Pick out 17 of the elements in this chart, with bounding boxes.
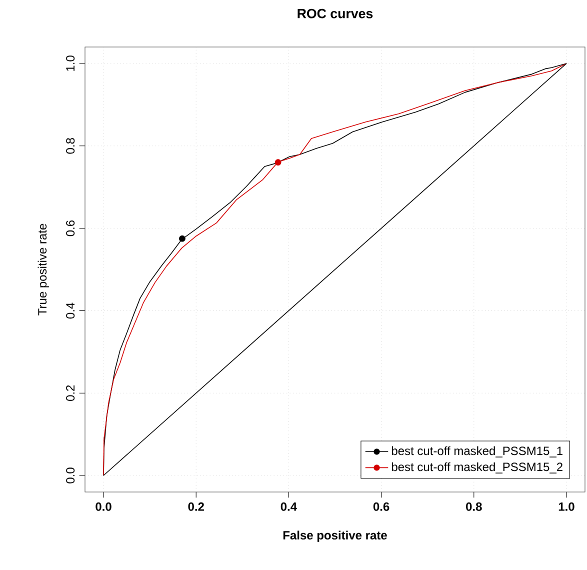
y-tick-label: 0.8 [66, 138, 75, 154]
x-tick-label: 0.8 [466, 502, 482, 511]
x-tick-label: 0.0 [96, 502, 112, 511]
y-axis-title: True positive rate [38, 224, 49, 316]
y-tick-label: 1.0 [66, 56, 75, 71]
x-tick-label: 0.6 [373, 502, 390, 511]
x-tick-label: 0.2 [188, 502, 204, 511]
x-tick-label: 0.4 [280, 502, 297, 511]
y-tick-label: 0.0 [66, 468, 75, 484]
y-tick-label: 0.2 [66, 385, 75, 401]
y-tick-label: 0.4 [66, 302, 75, 319]
x-tick-label: 1.0 [558, 502, 574, 511]
chart-title: ROC curves [298, 8, 373, 18]
y-tick-label: 0.6 [66, 220, 75, 236]
legend-label: best cut-off masked_PSSM15_1 [392, 446, 562, 458]
x-axis-title: False positive rate [283, 530, 387, 542]
legend-label: best cut-off masked_PSSM15_2 [392, 462, 562, 474]
